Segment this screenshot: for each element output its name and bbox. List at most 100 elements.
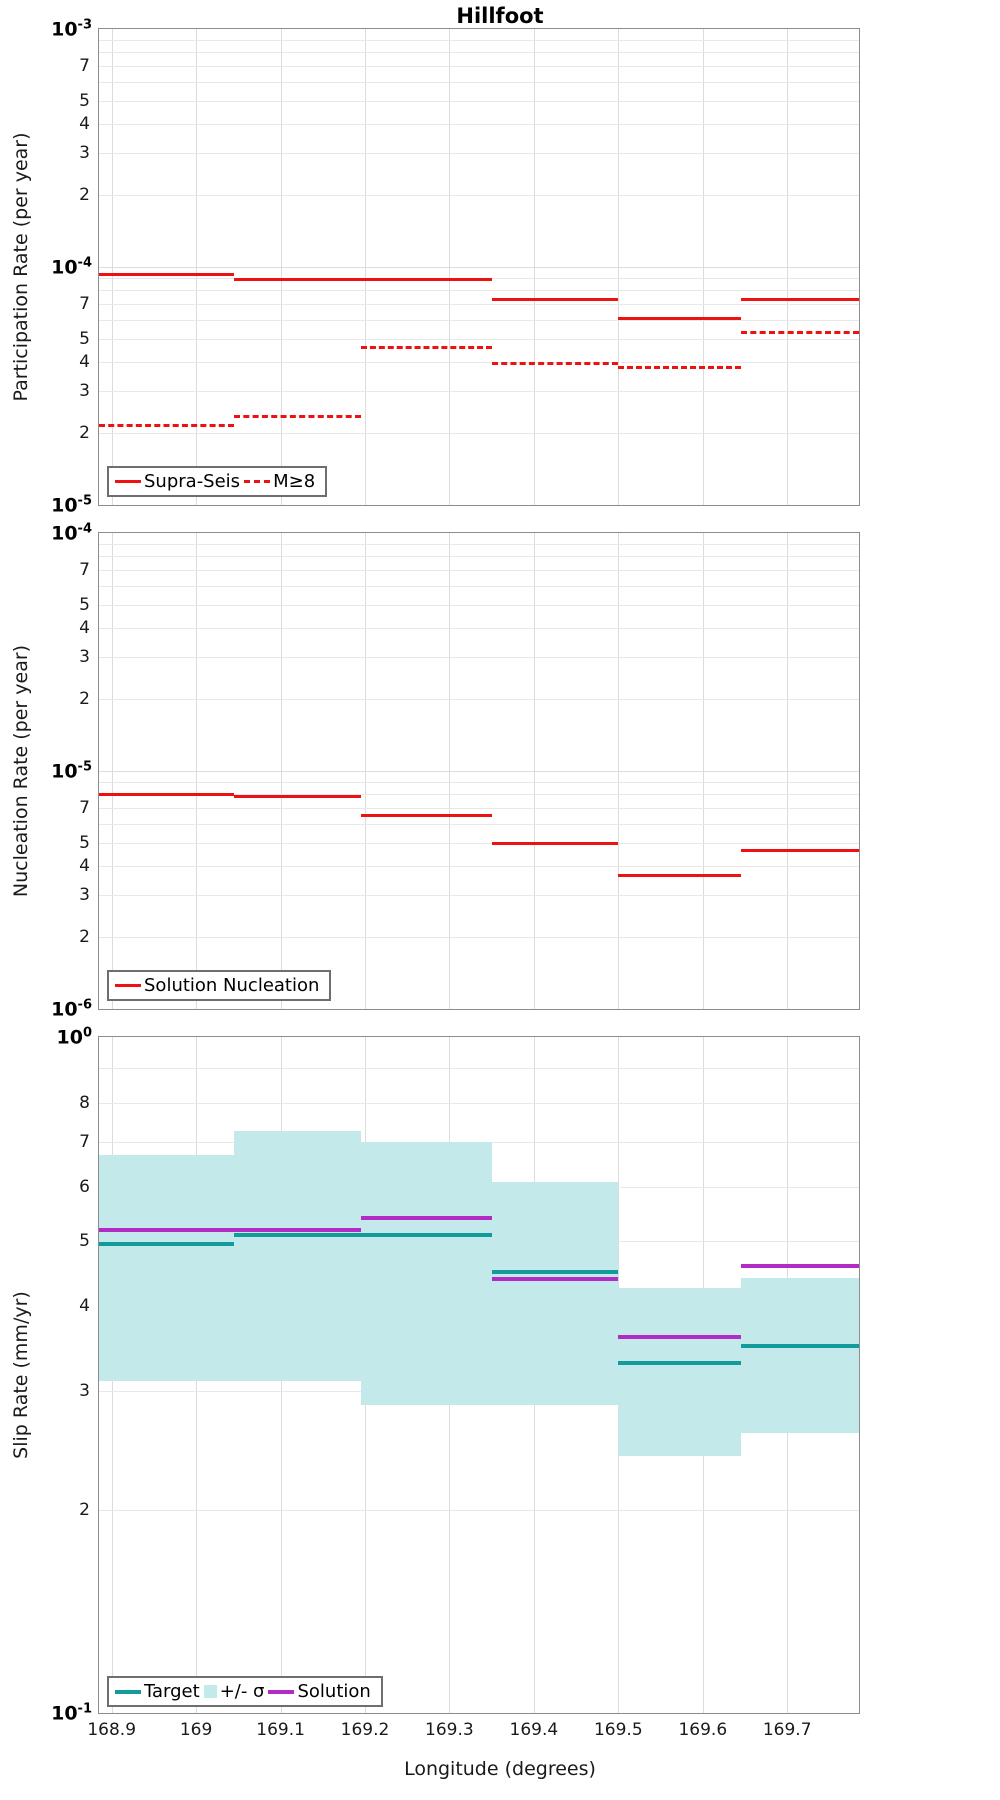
gridline-horizontal xyxy=(99,65,859,67)
gridline-horizontal xyxy=(99,39,859,41)
legend-item[interactable]: Supra-Seis xyxy=(115,471,244,492)
gridline-horizontal xyxy=(99,781,859,783)
y-tick-minor: 5 xyxy=(79,832,90,853)
series-segment-solution xyxy=(491,1276,619,1281)
sigma-band-segment xyxy=(491,1182,619,1406)
sigma-band-segment xyxy=(360,1141,492,1406)
legend-item[interactable]: Target xyxy=(115,1681,204,1702)
gridline-horizontal xyxy=(99,556,859,558)
legend-swatch xyxy=(115,984,141,987)
y-tick-minor: 4 xyxy=(79,351,90,372)
series-segment-solution-nucleation xyxy=(740,848,859,852)
series-segment-target xyxy=(99,1241,235,1246)
series-segment-solution-nucleation xyxy=(491,842,619,846)
gridline-horizontal xyxy=(99,794,859,796)
y-tick-minor: 5 xyxy=(79,90,90,111)
gridline-horizontal xyxy=(99,361,859,363)
y-tick-minor: 4 xyxy=(79,1296,90,1316)
gridline-horizontal xyxy=(99,153,859,155)
y-tick-minor: 5 xyxy=(79,328,90,349)
gridline-horizontal xyxy=(99,937,859,939)
sigma-band-segment xyxy=(740,1278,859,1433)
y-tick-major: 10-5 xyxy=(51,759,92,783)
x-tick-label: 169.7 xyxy=(762,1720,812,1740)
y-tick-minor: 4 xyxy=(79,855,90,876)
series-segment-solution-nucleation xyxy=(360,814,492,817)
legend-item[interactable]: Solution xyxy=(268,1681,374,1702)
y-tick-minor: 5 xyxy=(79,1230,90,1251)
legend-label: Solution xyxy=(297,1681,371,1702)
series-segment-solution-nucleation xyxy=(618,873,741,877)
y-tick-minor: 2 xyxy=(79,927,90,948)
gridline-horizontal xyxy=(99,290,859,292)
y-tick-minor: 8 xyxy=(79,1092,90,1113)
legend-label: Solution Nucleation xyxy=(144,975,320,996)
x-tick-label: 169.2 xyxy=(340,1720,390,1740)
y-tick-minor: 7 xyxy=(79,1131,90,1152)
legend-item[interactable]: M≥8 xyxy=(244,471,319,492)
gridline-horizontal xyxy=(99,842,859,844)
legend-swatch xyxy=(244,480,271,483)
legend-participation-rate[interactable]: Supra-Seis M≥8 xyxy=(107,466,328,497)
series-segment-supra-seis xyxy=(360,277,492,281)
legend-label: Supra-Seis xyxy=(144,471,241,492)
legend-item[interactable]: +/- σ xyxy=(203,1681,269,1702)
y-tick-minor: 6 xyxy=(79,1177,90,1197)
series-segment-m-8 xyxy=(360,345,492,349)
y-tick-minor: 5 xyxy=(79,594,90,615)
x-tick-label: 169.3 xyxy=(425,1720,474,1740)
x-tick-label: 169.1 xyxy=(256,1720,305,1740)
series-segment-supra-seis xyxy=(234,277,361,281)
legend-nucleation-rate[interactable]: Solution Nucleation xyxy=(107,970,332,1001)
gridline-horizontal xyxy=(99,699,859,701)
x-tick-label: 169 xyxy=(179,1720,213,1740)
series-segment-solution xyxy=(740,1263,859,1268)
gridline-horizontal xyxy=(99,100,859,102)
y-tick-minor: 4 xyxy=(79,113,90,134)
y-axis-title: Slip Rate (mm/yr) xyxy=(10,1291,32,1459)
sigma-band-segment xyxy=(234,1131,361,1381)
series-segment-m-8 xyxy=(740,331,859,335)
series-segment-m-8 xyxy=(234,415,361,419)
series-segment-m-8 xyxy=(618,365,741,369)
legend-item[interactable]: Solution Nucleation xyxy=(115,975,323,996)
gridline-horizontal xyxy=(99,123,859,125)
gridline-horizontal xyxy=(99,1067,859,1069)
panel-participation-rate: Supra-Seis M≥8 xyxy=(98,28,860,506)
series-segment-solution xyxy=(234,1227,361,1232)
y-tick-minor: 3 xyxy=(79,647,90,668)
page-title: Hillfoot xyxy=(456,4,544,28)
gridline-horizontal xyxy=(99,433,859,435)
legend-swatch xyxy=(203,1685,217,1698)
y-tick-minor: 3 xyxy=(79,381,90,402)
y-tick-minor: 3 xyxy=(79,1380,90,1401)
panel-nucleation-rate: Solution Nucleation xyxy=(98,532,860,1010)
legend-swatch xyxy=(268,1689,295,1694)
gridline-horizontal xyxy=(99,657,859,659)
series-segment-solution xyxy=(360,1216,492,1221)
y-axis-title: Nucleation Rate (per year) xyxy=(10,644,32,898)
legend-label: Target xyxy=(144,1681,200,1702)
y-tick-minor: 4 xyxy=(79,617,90,638)
series-segment-solution-nucleation xyxy=(234,795,361,799)
gridline-horizontal xyxy=(99,52,859,54)
y-tick-minor: 3 xyxy=(79,143,90,164)
y-tick-minor: 2 xyxy=(79,689,90,710)
y-tick-minor: 7 xyxy=(79,797,90,818)
gridline-horizontal xyxy=(99,627,859,629)
y-tick-minor: 3 xyxy=(79,885,90,906)
x-tick-label: 169.4 xyxy=(509,1720,559,1740)
gridline-horizontal xyxy=(99,1509,859,1511)
gridline-horizontal xyxy=(99,338,859,340)
legend-label: M≥8 xyxy=(273,471,316,492)
legend-slip-rate[interactable]: Target +/- σ Solution xyxy=(107,1676,383,1707)
gridline-horizontal xyxy=(99,303,859,305)
y-tick-minor: 7 xyxy=(79,559,90,580)
y-axis-title: Participation Rate (per year) xyxy=(10,132,32,402)
gridline-horizontal xyxy=(99,771,859,772)
y-tick-major: 10-3 xyxy=(51,17,92,41)
gridline-horizontal xyxy=(99,543,859,545)
legend-swatch xyxy=(115,480,141,483)
series-segment-m-8 xyxy=(99,424,235,428)
